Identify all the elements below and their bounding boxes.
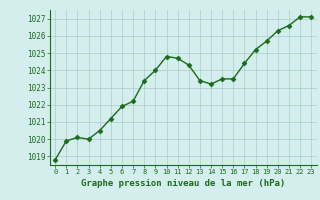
X-axis label: Graphe pression niveau de la mer (hPa): Graphe pression niveau de la mer (hPa) xyxy=(81,179,285,188)
